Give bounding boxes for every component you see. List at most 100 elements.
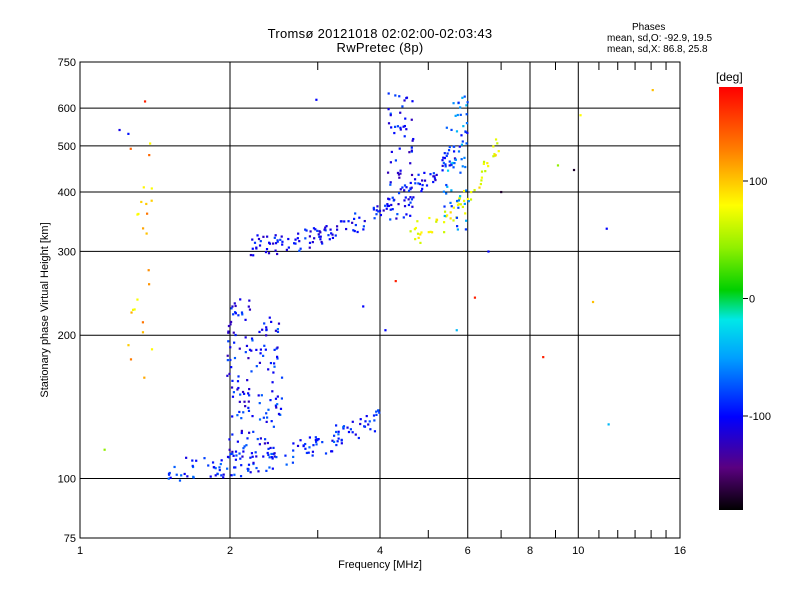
- echo-point: [240, 417, 243, 420]
- echo-point: [399, 126, 402, 129]
- echo-point: [335, 424, 338, 427]
- echo-point: [378, 411, 381, 414]
- echo-point: [269, 399, 272, 402]
- echo-point: [405, 186, 408, 189]
- echo-point: [410, 186, 413, 189]
- echo-point: [353, 229, 356, 233]
- echo-point: [243, 445, 246, 448]
- echo-point: [390, 126, 393, 129]
- echo-point: [234, 466, 237, 469]
- echo-point: [448, 164, 451, 167]
- echo-point: [386, 171, 390, 174]
- x-tick-label: 10: [572, 545, 584, 557]
- echo-point: [321, 441, 324, 444]
- echo-point: [411, 139, 414, 142]
- echo-point: [319, 231, 322, 234]
- echo-point: [247, 469, 250, 472]
- echo-point: [236, 440, 239, 443]
- echo-point: [145, 212, 149, 215]
- echo-point: [231, 379, 234, 382]
- echo-point: [233, 473, 236, 476]
- echo-point: [270, 420, 273, 423]
- echo-point: [270, 452, 273, 456]
- echo-point: [265, 326, 268, 329]
- echo-point: [316, 229, 319, 232]
- echo-point: [324, 452, 328, 455]
- echo-point: [287, 237, 290, 241]
- y-axis-label: Stationary phase Virtual Height [km]: [39, 222, 51, 397]
- grid-lines: [80, 62, 680, 538]
- echo-point: [500, 190, 503, 194]
- echo-point: [292, 455, 295, 459]
- echo-point: [247, 468, 250, 471]
- echo-point: [265, 334, 268, 337]
- echo-point: [455, 216, 459, 219]
- echo-point: [266, 451, 269, 455]
- echo-point: [433, 175, 436, 178]
- echo-point: [272, 425, 275, 428]
- echo-point: [251, 455, 254, 458]
- echo-point: [354, 223, 357, 227]
- echo-point: [390, 150, 393, 154]
- echo-point: [267, 252, 271, 255]
- echo-point: [434, 178, 437, 182]
- echo-point: [465, 189, 468, 192]
- echo-point: [395, 217, 398, 220]
- echo-point: [337, 430, 340, 433]
- echo-point: [487, 165, 490, 168]
- echo-point: [173, 465, 176, 469]
- echo-point: [211, 461, 215, 464]
- colorbar-tick-label: 100: [749, 176, 767, 188]
- echo-point: [191, 464, 194, 468]
- echo-point: [391, 196, 394, 199]
- echo-point: [376, 205, 379, 208]
- echo-point: [607, 423, 610, 426]
- echo-point: [442, 190, 445, 193]
- echo-point: [304, 447, 307, 450]
- echo-point: [255, 365, 258, 368]
- echo-point: [231, 450, 234, 453]
- echo-point: [239, 475, 243, 478]
- echo-point: [220, 474, 223, 477]
- echo-point: [403, 205, 407, 208]
- echo-point: [469, 198, 473, 201]
- echo-point: [246, 379, 249, 382]
- echo-point: [450, 128, 453, 132]
- echo-point: [325, 225, 328, 228]
- echo-point: [281, 240, 284, 243]
- echo-point: [214, 474, 217, 477]
- echo-point: [492, 155, 495, 158]
- echo-point: [375, 213, 378, 216]
- echo-point: [274, 329, 278, 332]
- echo-point: [397, 173, 401, 176]
- echo-point: [420, 190, 423, 193]
- echo-point: [385, 207, 388, 210]
- echo-point: [274, 242, 278, 245]
- echo-point: [433, 177, 437, 180]
- echo-point: [273, 236, 276, 239]
- echo-point: [408, 151, 411, 154]
- echo-point: [220, 459, 223, 462]
- echo-point: [251, 414, 254, 418]
- echo-point: [363, 425, 366, 428]
- echo-point: [365, 414, 368, 418]
- echo-point: [464, 165, 467, 169]
- echo-point: [259, 437, 262, 440]
- echo-point: [250, 349, 253, 352]
- echo-point: [287, 246, 290, 249]
- echo-point: [462, 125, 465, 128]
- echo-point: [389, 114, 392, 117]
- echo-point: [238, 347, 241, 350]
- echo-point: [402, 125, 405, 128]
- echo-point: [494, 154, 497, 157]
- echo-point: [250, 337, 254, 340]
- echo-point: [251, 247, 254, 250]
- echo-point: [269, 361, 273, 365]
- echo-point: [302, 444, 305, 448]
- echo-point: [304, 237, 307, 240]
- colorbar: [719, 87, 743, 510]
- echo-point: [228, 372, 231, 375]
- echo-point: [460, 143, 464, 146]
- echo-point: [292, 449, 295, 452]
- echo-point: [443, 152, 446, 155]
